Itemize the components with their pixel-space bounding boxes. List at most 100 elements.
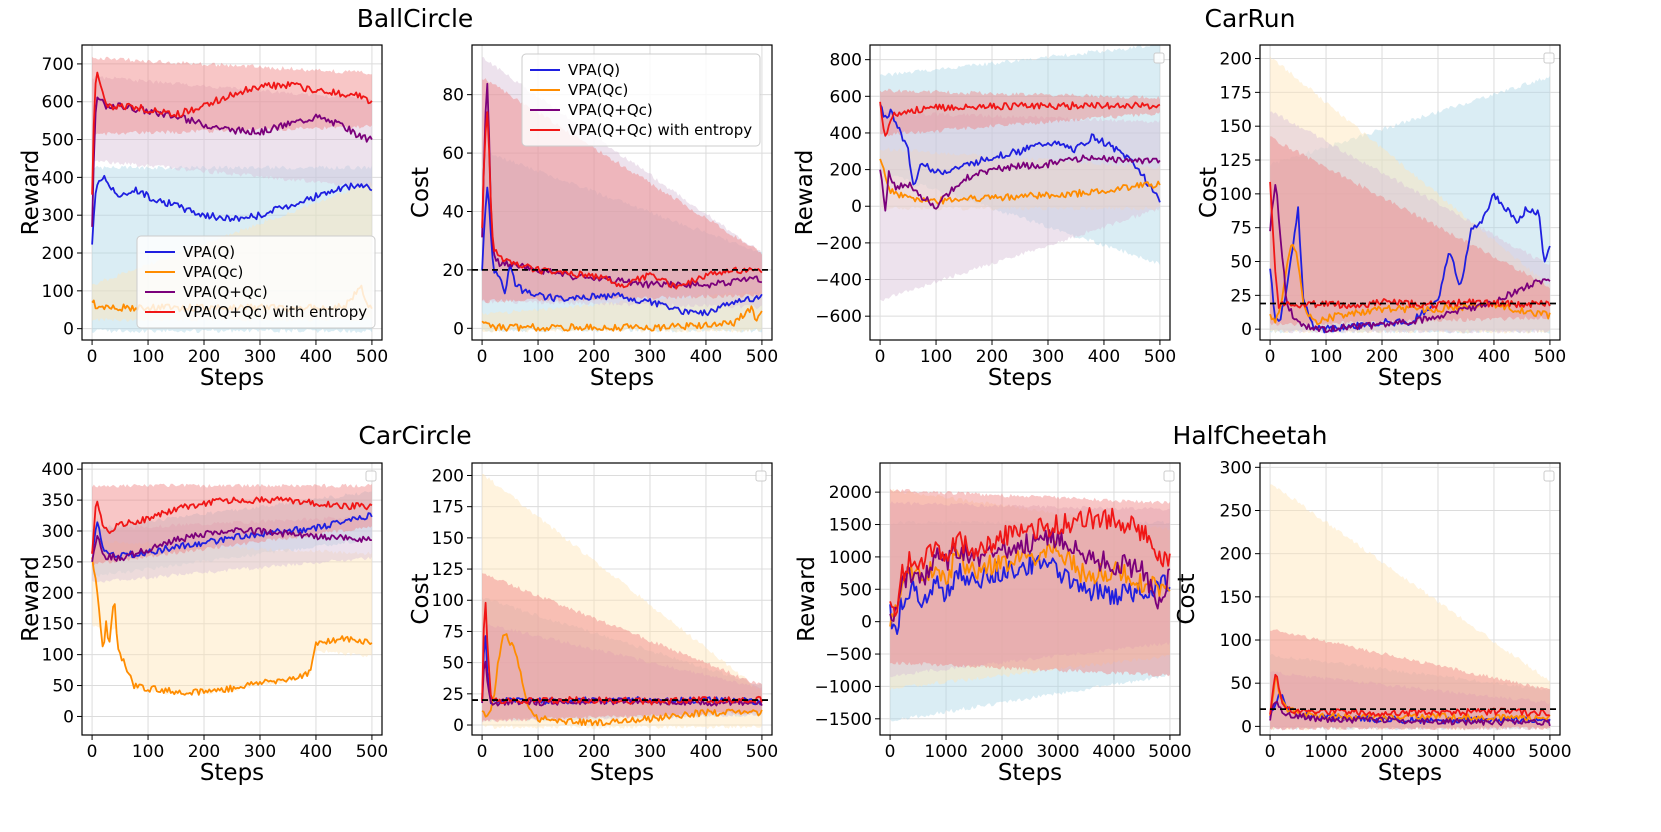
x-tick-label: 1000 [1304,742,1347,762]
y-tick-label: −1000 [814,677,872,697]
y-tick-label: 250 [42,553,74,573]
grid [870,45,1170,340]
y-tick-label: 1000 [829,548,872,568]
x-tick-label: 400 [690,742,722,762]
x-axis-label: Steps [200,760,264,786]
band-vpa-q-qc-with-entropy [482,573,762,723]
y-tick-label: −200 [815,234,862,254]
band-vpa-qc [1270,484,1550,731]
x-tick-label: 500 [1534,347,1566,367]
x-tick-label: 300 [634,347,666,367]
grid [472,463,772,735]
x-tick-label: 300 [1422,347,1454,367]
plot-area [889,488,1171,722]
y-tick-label: 0 [453,319,464,339]
x-tick-label: 300 [244,347,276,367]
x-axis-label: Steps [998,760,1062,786]
y-tick-label: −500 [825,645,872,665]
plot-area [91,483,373,696]
y-tick-label: 150 [432,529,464,549]
y-tick-label: 150 [42,615,74,635]
y-tick-label: 200 [432,466,464,486]
x-tick-label: 4000 [1092,742,1135,762]
legend-empty [365,470,377,482]
series-line-vpa-q [91,174,373,245]
series-line-vpa-qc [879,158,1161,205]
band-vpa-q-qc-with-entropy [890,488,1170,677]
legend: VPA(Q) VPA(Qc) VPA(Q+Qc) VPA(Q+Qc) with ent… [136,235,376,329]
band-vpa-q [482,597,762,723]
y-tick-label: 100 [42,282,74,302]
group-title-carrun: CarRun [1205,4,1296,33]
x-tick-label: 100 [920,347,952,367]
y-tick-label: 125 [1220,151,1252,171]
x-tick-label: 200 [188,742,220,762]
chart-carrun-cost: 0 100 200 300 400 5000255075100125150175200St… [1196,44,1566,391]
legend-label-vpa-qc: VPA(Qc) [183,263,243,281]
y-tick-label: 200 [1220,545,1252,565]
band-vpa-q-qc-with-entropy [92,56,372,199]
y-tick-label: 150 [1220,117,1252,137]
series-line-vpa-q-qc [889,528,1171,622]
legend-label-vpa-qc: VPA(Qc) [568,81,628,99]
series-line-vpa-q-qc [481,660,763,707]
series-line-vpa-q-qc [91,526,372,562]
plot-area [1269,484,1551,731]
group-title-halfcheetah: HalfCheetah [1173,421,1328,450]
y-tick-label: 0 [63,320,74,340]
x-tick-label: 400 [300,347,332,367]
series-line-vpa-qc [889,540,1171,627]
series-line-vpa-q-qc [481,82,763,289]
series-line-vpa-qc [481,633,763,727]
y-tick-label: 100 [42,646,74,666]
y-tick-label: 300 [42,522,74,542]
plot-frame [1259,44,1561,341]
plot-frame [471,462,773,736]
series-line-vpa-qc [91,557,373,696]
y-axis-label: Reward [792,150,818,236]
band-vpa-q-qc [890,501,1170,678]
legend-label-vpa-q-qc: VPA(Q+Qc) [183,283,268,301]
series-line-vpa-q-qc-with-entropy [879,101,1161,137]
y-tick-label: 100 [1220,631,1252,651]
x-axis-label: Steps [1378,365,1442,391]
series-line-vpa-q-qc-with-entropy [889,506,1171,617]
y-tick-label: 25 [442,685,464,705]
y-tick-label: 50 [1230,674,1252,694]
y-tick-label: 75 [442,622,464,642]
x-tick-label: 0 [87,742,98,762]
y-axis-label: Reward [794,556,820,642]
x-tick-label: 2000 [1360,742,1403,762]
y-tick-label: −400 [815,271,862,291]
series-line-vpa-q [481,186,763,317]
legend-empty [1543,52,1555,64]
y-tick-label: 200 [830,161,862,181]
y-tick-label: 175 [432,498,464,518]
plot-area [481,474,763,730]
band-vpa-qc [1270,55,1550,334]
y-tick-label: 700 [42,55,74,75]
x-tick-label: 100 [522,742,554,762]
band-vpa-q [92,491,372,578]
x-tick-label: 200 [976,347,1008,367]
x-axis-label: Steps [590,760,654,786]
x-tick-label: 400 [300,742,332,762]
chart-halfcheetah-cost: 0 1000 2000 3000 4000 5000 0 50 100 150 200 250 300 S… [1174,458,1572,786]
y-tick-label: 75 [1230,219,1252,239]
x-axis-label: Steps [200,365,264,391]
y-tick-label: 800 [830,51,862,71]
y-tick-label: 100 [1220,185,1252,205]
x-tick-label: 3000 [1416,742,1459,762]
x-tick-label: 0 [477,742,488,762]
group-title-ballcircle: BallCircle [357,4,474,33]
band-vpa-q-qc [880,110,1160,302]
y-tick-label: 80 [442,86,464,106]
chart-carcircle-reward: 0 100 200 300 400 500 0 50 100 150 200 250 300 350 400… [18,460,388,786]
y-tick-label: 40 [442,202,464,222]
y-tick-label: 600 [42,93,74,113]
legend-box [136,235,376,329]
y-tick-label: 20 [442,261,464,281]
x-tick-label: 0 [87,347,98,367]
plot-area [1269,55,1551,334]
y-tick-label: 400 [830,124,862,144]
